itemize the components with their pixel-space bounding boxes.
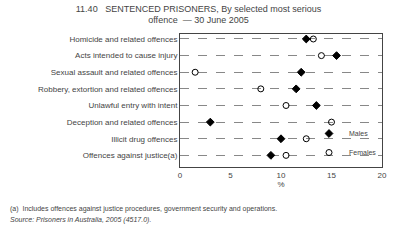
svg-text:Robbery, extortion and related: Robbery, extortion and related offences <box>38 85 177 94</box>
svg-text:11.40 SENTENCED PRISONERS, B: 11.40 SENTENCED PRISONERS, By selected m… <box>76 4 322 26</box>
svg-text:(a) Includes offences against: (a) Includes offences against justice pr… <box>10 205 277 213</box>
svg-text:15: 15 <box>327 171 336 180</box>
svg-text:20: 20 <box>378 171 387 180</box>
svg-text:0: 0 <box>178 171 183 180</box>
svg-text:%: % <box>277 180 284 189</box>
svg-text:5: 5 <box>228 171 233 180</box>
svg-text:Offences against justice(a): Offences against justice(a) <box>83 151 178 160</box>
svg-text:Unlawful entry with intent: Unlawful entry with intent <box>88 101 178 110</box>
svg-text:Acts intended to cause injury: Acts intended to cause injury <box>75 51 177 60</box>
svg-text:10: 10 <box>277 171 286 180</box>
svg-text:Source: Prisoners in Australia: Source: Prisoners in Australia, 2005 (45… <box>10 216 151 224</box>
svg-text:Illicit drug offences: Illicit drug offences <box>111 135 177 144</box>
svg-text:Deception and related offences: Deception and related offences <box>67 118 178 127</box>
svg-text:Homicide and related offences: Homicide and related offences <box>69 35 177 44</box>
svg-text:Females: Females <box>349 149 376 156</box>
svg-text:Sexual assault and related off: Sexual assault and related offences <box>51 68 178 77</box>
svg-text:Males: Males <box>349 130 368 137</box>
